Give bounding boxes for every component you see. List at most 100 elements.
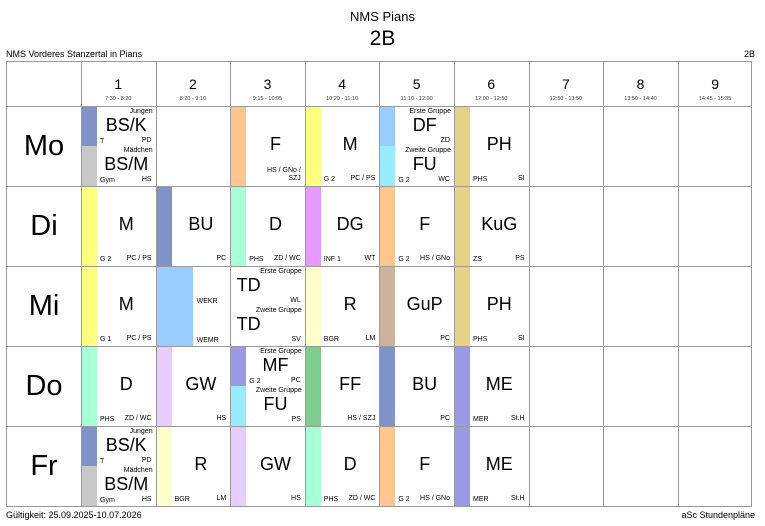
teacher-label: HS / SZJ (347, 415, 376, 422)
teacher-label: HS / GNo (420, 255, 450, 262)
color-stripe (231, 386, 247, 426)
group-label: Jungen (129, 108, 153, 115)
color-stripe (305, 187, 321, 266)
timetable-grid: 1 7:30 - 8:20 2 8:20 - 9:10 3 9:15 - 10:05 4 10… (6, 61, 752, 507)
subject-label: BU (412, 374, 438, 394)
room-label: G 2 (100, 256, 112, 263)
teacher-label: St.H (510, 415, 525, 422)
color-stripe (82, 267, 97, 346)
subject-label: PH (486, 294, 512, 314)
subject-label: KuG (481, 214, 518, 234)
subject-label: D (268, 214, 282, 234)
lesson-fr3: GW HS (231, 427, 305, 506)
subject-label: FF (339, 374, 362, 394)
color-stripe (455, 267, 470, 346)
room-label: G 2 (398, 177, 410, 184)
column-divider (155, 62, 157, 506)
subject-label: GW (259, 454, 291, 474)
row-divider (7, 186, 751, 187)
lesson-di5: F G 2 HS / GNo (380, 187, 454, 266)
room-label: Gym (100, 497, 115, 504)
color-stripe (455, 427, 470, 506)
period-time: 12:50 - 13:50 (549, 96, 583, 102)
period-time: 10:20 - 11:10 (326, 96, 359, 102)
color-stripe (156, 347, 172, 426)
color-stripe (82, 107, 97, 147)
period-time: 12:00 - 12:50 (475, 96, 508, 102)
subject-label: D (119, 374, 133, 394)
period-number: 8 (636, 76, 645, 92)
color-stripe (380, 187, 396, 266)
period-number: 2 (188, 76, 197, 92)
lesson-mo1b: BS/M Mädchen Gym HS (82, 146, 156, 186)
period-number: 1 (114, 76, 123, 92)
period-number: 7 (561, 76, 570, 92)
room-label: PHS (100, 416, 115, 423)
group-label: Zweite Gruppe (255, 307, 302, 314)
column-divider (230, 62, 232, 506)
subject-label: BS/K (105, 435, 147, 455)
teacher-label: PC (440, 415, 450, 422)
brand-note: aSc Stundenpläne (681, 510, 755, 520)
subject-label: GW (185, 374, 217, 394)
group-label: Mädchen (123, 147, 153, 154)
lesson-mi23a: TD Erste Gruppe WEKR WL (156, 267, 305, 307)
color-stripe (380, 347, 396, 426)
header-divider (7, 106, 751, 107)
group-label: Erste Gruppe (260, 268, 302, 275)
room-label: T (100, 138, 105, 145)
row-divider (7, 346, 751, 347)
column-divider (304, 62, 306, 506)
color-stripe (82, 466, 97, 506)
subject-label: R (343, 294, 357, 314)
school-title: NMS Pians (349, 9, 416, 24)
color-stripe (305, 427, 321, 506)
subject-label: F (269, 134, 281, 154)
period-number: 9 (711, 76, 719, 92)
subject-label: DF (412, 115, 437, 135)
subject-label: MF (262, 355, 289, 375)
lesson-mi5: GuP PC (380, 267, 454, 346)
teacher-label: SI (517, 175, 525, 182)
color-stripe (82, 146, 97, 186)
teacher-label: St.H (510, 495, 525, 502)
lesson-do4: FF HS / SZJ (305, 347, 380, 426)
subject-label: M (118, 214, 134, 234)
school-full-name: NMS Vorderes Stanzertal in Pians (6, 49, 143, 59)
group-label: Erste Gruppe (260, 348, 302, 355)
room-label: WEKR (196, 298, 218, 305)
period-time: 14:45 - 15:35 (698, 96, 732, 102)
teacher-label: ZD / WC (273, 255, 301, 262)
day-label: Fr (30, 450, 58, 482)
lesson-mo6: PH PHS SI (455, 107, 529, 186)
lesson-fr2: R BGR LM (156, 427, 231, 506)
subject-label: BS/M (104, 474, 149, 494)
teacher-label: LM (216, 495, 227, 502)
validity-note: Gültigkeit: 25.09.2025-10.07.2026 (6, 510, 142, 520)
lesson-do2: GW HS (156, 347, 231, 426)
room-label: WEMR (196, 337, 219, 344)
teacher-label: WL (290, 297, 301, 304)
subject-label: M (118, 294, 134, 314)
teacher-label: PD (141, 457, 152, 464)
subject-label: M (342, 134, 358, 154)
period-time: 13:50 - 14:40 (624, 96, 657, 102)
lesson-di4: DG INF 1 WT (305, 187, 380, 266)
subject-label: GuP (406, 294, 443, 314)
period-number: 5 (412, 76, 421, 92)
lesson-do3a: MF Erste Gruppe G 2 PC (231, 347, 305, 387)
subject-label: PH (486, 134, 512, 154)
lesson-fr5: F G 2 HS / GNo (380, 427, 454, 506)
color-stripe (380, 267, 396, 346)
room-label: G 2 (398, 256, 410, 263)
color-stripe (380, 146, 396, 186)
subject-label: BS/M (104, 154, 149, 174)
teacher-label: PC (216, 255, 227, 262)
color-stripe (380, 427, 396, 506)
teacher-label: HS (141, 496, 152, 503)
subject-label: D (343, 454, 357, 474)
teacher-label: PC / PS (350, 175, 376, 182)
class-title: 2B (369, 27, 396, 50)
color-stripe (305, 107, 321, 186)
teacher-label: ZD / WC (348, 495, 376, 502)
